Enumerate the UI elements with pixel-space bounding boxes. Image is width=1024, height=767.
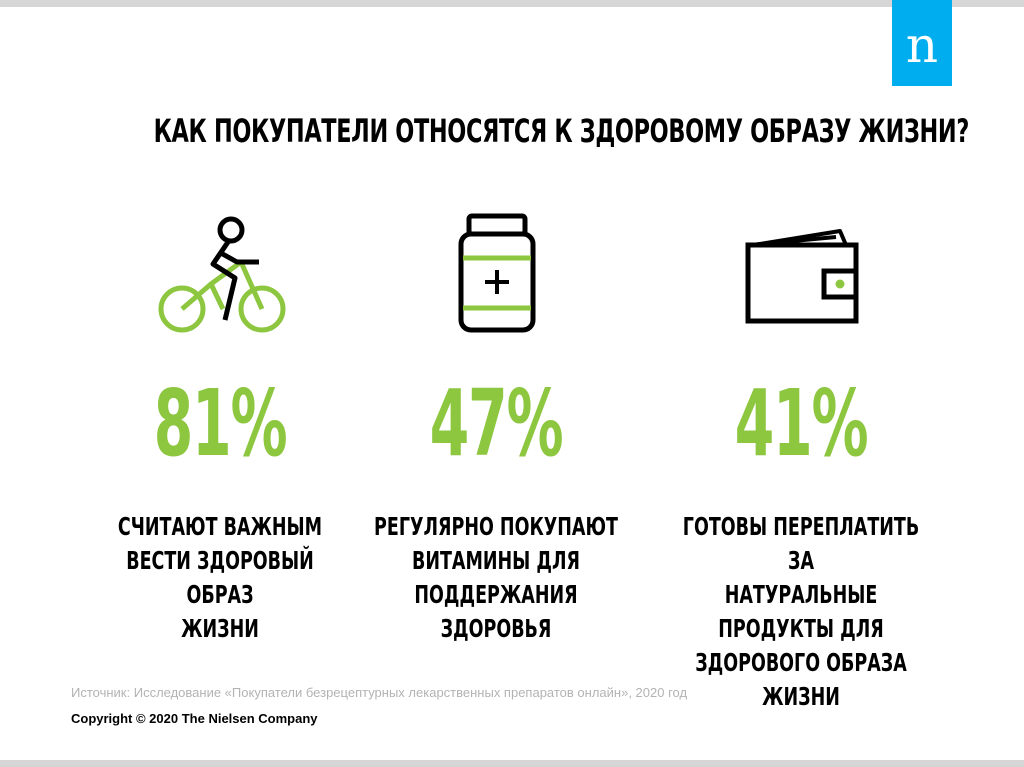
page-title: КАК ПОКУПАТЕЛИ ОТНОСЯТСЯ К ЗДОРОВОМУ ОБР… [153,112,970,150]
description-line: ГОТОВЫ ПЕРЕПЛАТИТЬ ЗА [682,512,920,575]
stat-description-healthy-lifestyle: СЧИТАЮТ ВАЖНЫМ ВЕСТИ ЗДОРОВЫЙ ОБРАЗ ЖИЗН… [94,510,346,646]
description-line: ЖИЗНИ [181,614,259,643]
stat-value-vitamins: 47% [429,370,564,477]
description-line: ВЕСТИ ЗДОРОВЫЙ ОБРАЗ [126,546,314,609]
top-border [0,0,1024,7]
description-line: НАТУРАЛЬНЫЕ ПРОДУКТЫ ДЛЯ [718,580,884,643]
description-line: ЗДОРОВОГО ОБРАЗА ЖИЗНИ [695,648,907,711]
vitamin-jar-icon [458,213,536,333]
stat-description-overpay: ГОТОВЫ ПЕРЕПЛАТИТЬ ЗА НАТУРАЛЬНЫЕ ПРОДУК… [675,510,927,714]
stat-value-overpay: 41% [734,370,869,477]
wallet-icon [745,229,859,324]
source-note: Источник: Исследование «Покупатели безре… [71,685,688,700]
description-line: РЕГУЛЯРНО ПОКУПАЮТ [374,512,618,541]
bicycle-icon [158,216,286,333]
logo-letter: n [905,16,939,74]
description-line: ВИТАМИНЫ ДЛЯ [412,546,580,575]
stat-description-vitamins: РЕГУЛЯРНО ПОКУПАЮТ ВИТАМИНЫ ДЛЯ ПОДДЕРЖА… [370,510,622,646]
description-line: СЧИТАЮТ ВАЖНЫМ [117,512,323,541]
description-line: ПОДДЕРЖАНИЯ ЗДОРОВЬЯ [414,580,578,643]
copyright-note: Copyright © 2020 The Nielsen Company [71,711,318,726]
stat-value-healthy-lifestyle: 81% [153,370,288,477]
nielsen-logo: n [892,0,952,86]
bottom-border [0,760,1024,767]
